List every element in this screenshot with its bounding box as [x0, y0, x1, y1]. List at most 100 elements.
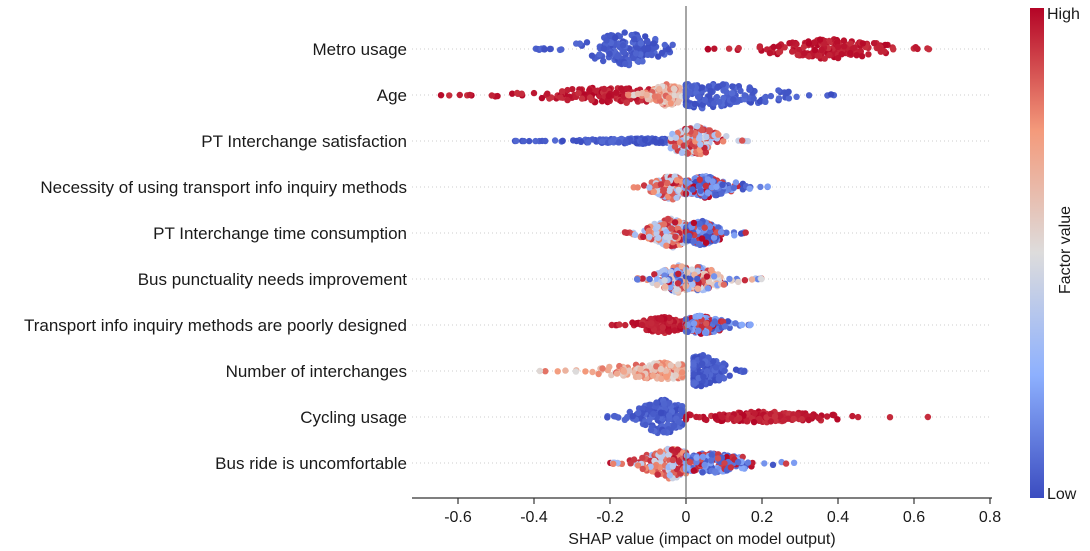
shap-point: [715, 375, 722, 383]
shap-point: [655, 234, 662, 241]
shap-point: [780, 417, 788, 424]
shap-point: [639, 454, 646, 462]
shap-point: [786, 40, 793, 47]
x-tick-label: 0: [682, 509, 691, 526]
shap-point: [706, 379, 714, 386]
shap-point: [647, 463, 654, 470]
shap-point: [721, 323, 729, 330]
shap-point: [761, 460, 768, 467]
shap-point: [816, 36, 824, 43]
shap-point: [650, 410, 657, 418]
shap-point: [659, 324, 666, 331]
shap-point: [696, 312, 703, 319]
shap-point: [750, 418, 758, 426]
shap-point: [756, 415, 763, 423]
shap-point: [714, 455, 722, 462]
shap-point: [732, 179, 740, 186]
shap-point: [661, 272, 668, 279]
shap-point: [657, 448, 664, 455]
shap-point: [623, 85, 630, 93]
shap-point: [653, 399, 660, 406]
row-gridlines: [412, 48, 992, 464]
shap-point: [541, 46, 548, 53]
shap-point: [589, 368, 596, 376]
shap-point: [699, 101, 706, 108]
feature-label: Cycling usage: [300, 408, 407, 427]
shap-point: [598, 98, 606, 105]
shap-point: [686, 89, 693, 97]
shap-point: [612, 34, 619, 41]
shap-point: [513, 137, 520, 145]
shap-point: [767, 92, 775, 100]
shap-point: [697, 141, 704, 148]
shap-point: [723, 133, 730, 140]
shap-point: [557, 94, 564, 101]
shap-point: [698, 235, 706, 242]
shap-point: [748, 276, 756, 283]
shap-point: [821, 40, 828, 47]
feature-labels: Metro usage Age PT Interchange satisfactio…: [24, 40, 407, 473]
shap-point: [775, 87, 782, 94]
shap-point: [690, 320, 698, 327]
shap-point: [671, 86, 678, 93]
shap-point: [622, 138, 629, 145]
shap-point: [702, 239, 710, 246]
shap-point: [741, 92, 748, 99]
shap-point: [608, 371, 615, 379]
shap-point: [669, 463, 676, 470]
shap-point: [665, 412, 673, 419]
shap-point: [668, 225, 675, 232]
shap-point: [725, 45, 733, 52]
shap-point: [854, 413, 862, 421]
shap-point: [621, 29, 628, 36]
shap-point: [729, 83, 736, 90]
shap-point: [639, 275, 646, 282]
shap-point: [619, 42, 627, 49]
shap-point: [578, 95, 586, 102]
shap-point: [726, 275, 733, 283]
shap-point: [713, 93, 721, 101]
shap-point: [658, 49, 666, 57]
shap-point: [732, 366, 740, 373]
feature-label: Age: [377, 86, 407, 105]
shap-point: [730, 96, 737, 103]
shap-point: [777, 413, 784, 420]
shap-point: [582, 368, 589, 375]
shap-point: [695, 374, 702, 382]
shap-point: [605, 92, 612, 100]
shap-point: [599, 365, 606, 372]
shap-point: [924, 413, 932, 421]
shap-point: [710, 234, 718, 241]
shap-point: [648, 320, 655, 327]
shap-point: [890, 46, 897, 53]
shap-point: [886, 414, 894, 421]
shap-point: [821, 55, 828, 62]
shap-point: [710, 100, 718, 107]
shap-point: [569, 86, 576, 93]
shap-point: [643, 91, 650, 99]
shap-point: [715, 131, 722, 138]
shap-point: [488, 92, 495, 99]
shap-point: [677, 322, 684, 329]
shap-point: [805, 416, 812, 424]
shap-point: [673, 285, 680, 293]
shap-point: [600, 57, 607, 65]
shap-point: [790, 415, 797, 423]
shap-point: [494, 92, 501, 100]
shap-point: [785, 95, 793, 102]
shap-point: [823, 413, 831, 420]
shap-point: [701, 461, 708, 469]
shap-point: [727, 464, 735, 471]
shap-point: [518, 90, 525, 97]
shap-point: [634, 90, 642, 98]
shap-point: [544, 90, 551, 97]
shap-point: [606, 363, 613, 371]
shap-point: [705, 278, 713, 285]
x-tick-label: -0.2: [596, 509, 624, 526]
shap-point: [646, 416, 653, 423]
shap-point: [600, 45, 608, 52]
shap-point: [853, 52, 860, 59]
shap-point: [696, 176, 703, 183]
shap-point: [665, 314, 673, 322]
feature-label: PT Interchange satisfaction: [201, 132, 407, 151]
